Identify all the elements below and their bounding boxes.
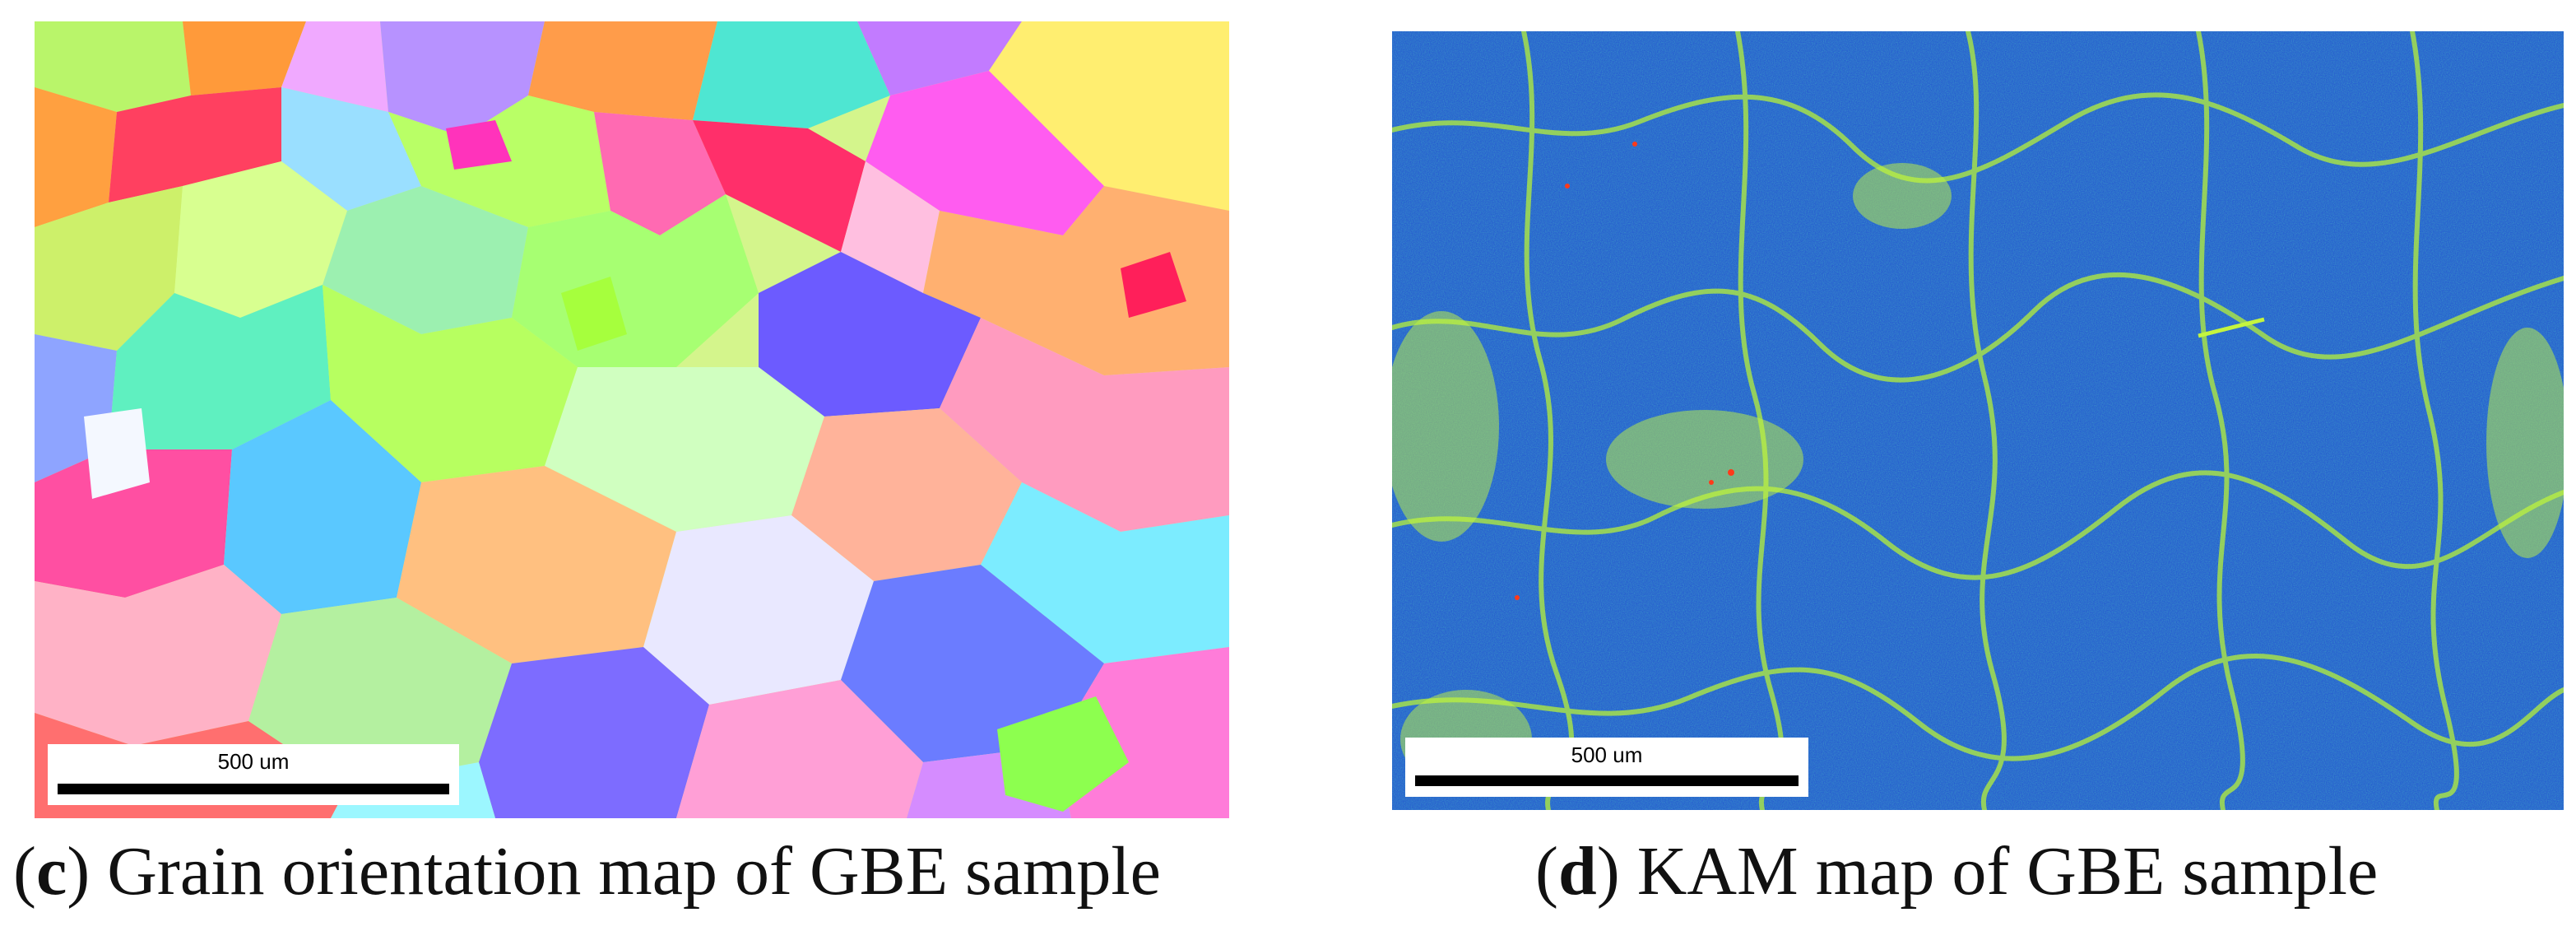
panel-caption-text: Grain orientation map of GBE sample	[107, 833, 1161, 910]
scale-bar-label: 500 um	[1571, 742, 1643, 767]
scale-bar-line	[58, 784, 449, 794]
scale-bar-line	[1415, 775, 1799, 786]
scale-bar: 500 um	[1405, 738, 1808, 797]
kam-map	[1392, 31, 2564, 810]
panel-caption: (c) Grain orientation map of GBE sample	[13, 833, 1161, 910]
panel-letter: c	[35, 833, 67, 910]
scale-bar: 500 um	[48, 744, 459, 805]
grain-orientation-map	[35, 21, 1229, 818]
grain-orientation-map-image	[35, 21, 1229, 818]
kam-map-image	[1392, 31, 2564, 810]
panel-caption: (d) KAM map of GBE sample	[1535, 833, 2379, 910]
scale-bar-label: 500 um	[217, 749, 290, 774]
panel-caption-text: KAM map of GBE sample	[1636, 833, 2379, 910]
panel-letter: d	[1557, 833, 1597, 910]
